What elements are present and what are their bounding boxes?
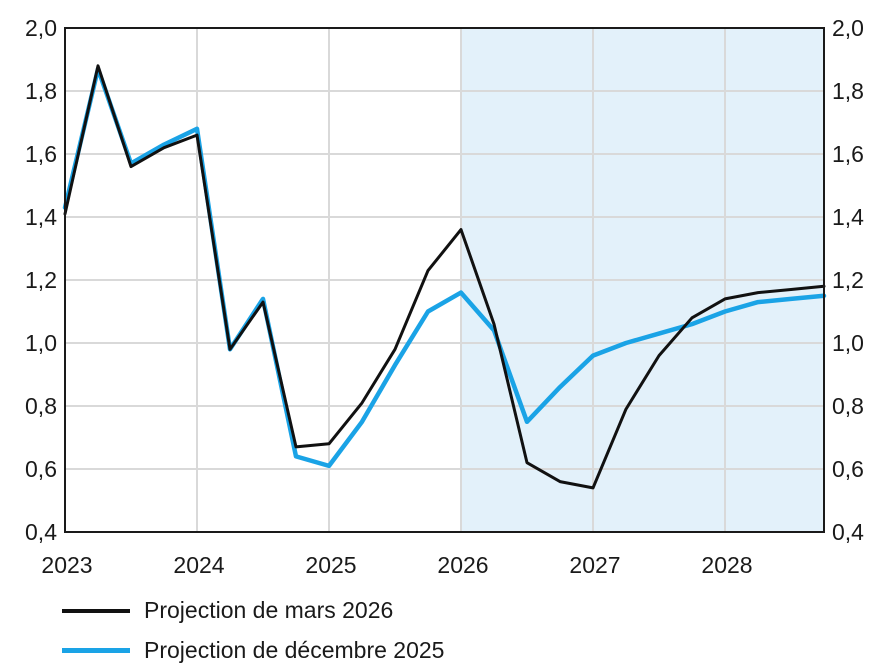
legend-label: Projection de mars 2026 bbox=[144, 597, 394, 623]
y-tick-label-right: 1,6 bbox=[832, 141, 864, 167]
x-tick-label: 2023 bbox=[41, 552, 92, 578]
legend-label: Projection de décembre 2025 bbox=[144, 637, 445, 663]
y-tick-label-right: 2,0 bbox=[832, 15, 864, 41]
y-tick-label-right: 0,8 bbox=[832, 393, 864, 419]
y-tick-label-left: 1,0 bbox=[25, 330, 57, 356]
y-axis-left: 2,0 1,8 1,6 1,4 1,2 1,0 0,8 0,6 0,4 bbox=[25, 15, 57, 545]
x-tick-label: 2025 bbox=[305, 552, 356, 578]
y-tick-label-left: 2,0 bbox=[25, 15, 57, 41]
x-tick-label: 2027 bbox=[569, 552, 620, 578]
line-chart: 2,0 1,8 1,6 1,4 1,2 1,0 0,8 0,6 0,4 2,0 1,8 1,6 1,4… bbox=[25, 15, 864, 578]
y-axis-right: 2,0 1,8 1,6 1,4 1,2 1,0 0,8 0,6 0,4 bbox=[832, 15, 864, 545]
y-tick-label-left: 1,2 bbox=[25, 267, 57, 293]
y-tick-label-right: 1,2 bbox=[832, 267, 864, 293]
y-tick-label-left: 1,4 bbox=[25, 204, 57, 230]
x-tick-label: 2026 bbox=[437, 552, 488, 578]
legend-swatch-blue bbox=[62, 648, 130, 653]
y-tick-label-right: 1,8 bbox=[832, 78, 864, 104]
series-layer bbox=[62, 64, 827, 490]
y-tick-label-left: 1,8 bbox=[25, 78, 57, 104]
y-tick-label-right: 1,0 bbox=[832, 330, 864, 356]
legend-item-decembre-2025: Projection de décembre 2025 bbox=[62, 637, 444, 664]
y-tick-label-left: 0,8 bbox=[25, 393, 57, 419]
y-tick-label-left: 0,4 bbox=[25, 519, 57, 545]
series-line-decembre-2025 bbox=[62, 66, 827, 469]
legend-item-mars-2026: Projection de mars 2026 bbox=[62, 597, 393, 624]
x-tick-label: 2028 bbox=[701, 552, 752, 578]
x-axis: 2023 2024 2025 2026 2027 2028 bbox=[41, 552, 752, 578]
series-line-mars-2026 bbox=[63, 64, 826, 490]
y-tick-label-right: 0,4 bbox=[832, 519, 864, 545]
y-tick-label-left: 0,6 bbox=[25, 456, 57, 482]
plot-frame bbox=[64, 27, 825, 533]
y-tick-label-left: 1,6 bbox=[25, 141, 57, 167]
legend-swatch-black bbox=[62, 608, 130, 613]
y-tick-label-right: 0,6 bbox=[832, 456, 864, 482]
y-tick-label-right: 1,4 bbox=[832, 204, 864, 230]
x-tick-label: 2024 bbox=[173, 552, 224, 578]
